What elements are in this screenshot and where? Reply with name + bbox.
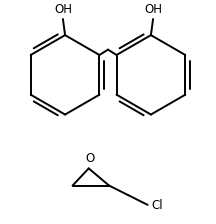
- Text: O: O: [85, 152, 94, 165]
- Text: OH: OH: [54, 3, 72, 16]
- Text: OH: OH: [144, 3, 162, 16]
- Text: Cl: Cl: [151, 199, 163, 212]
